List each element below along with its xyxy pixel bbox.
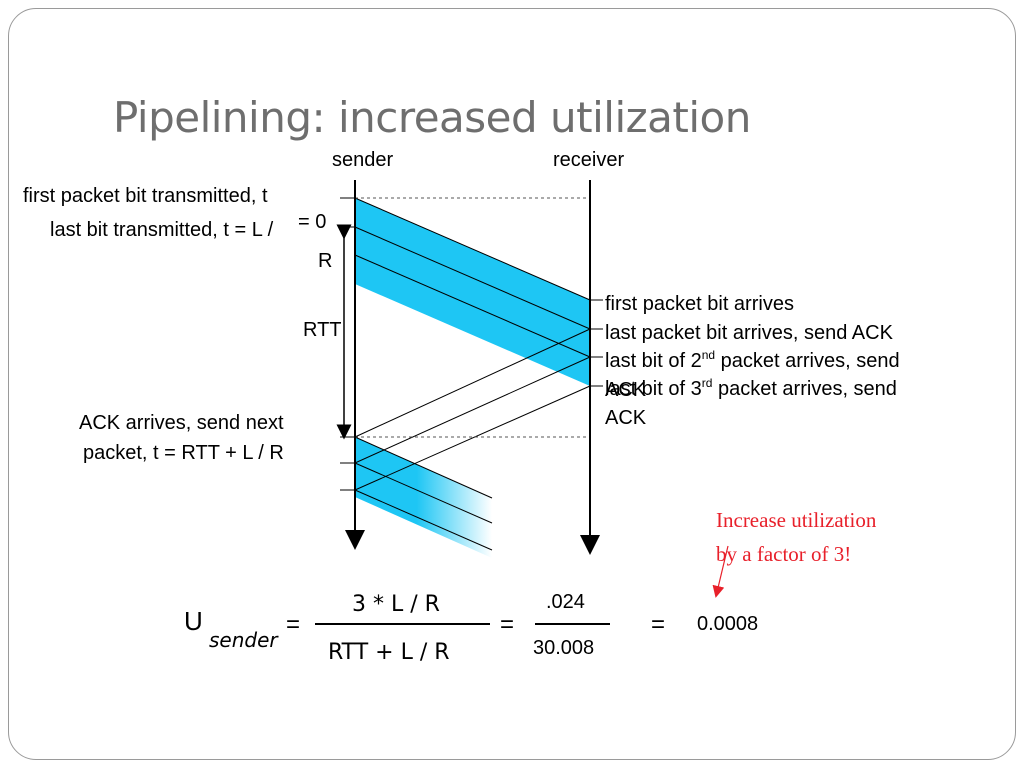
annotation-arrow — [712, 545, 729, 598]
ack-line-1 — [354, 328, 591, 438]
ack-arrives-line2: packet, t = RTT + L / R — [83, 442, 284, 464]
formula-denominator: RTT + L / R — [328, 640, 450, 665]
next-packet-divider-2 — [354, 462, 493, 524]
second-packet-label: last bit of 2nd packet arrives, send — [605, 348, 900, 372]
third-packet-label-line2: ACK — [605, 407, 647, 429]
receiver-label: receiver — [553, 149, 625, 171]
formula-equals-3: = — [651, 611, 666, 638]
next-packet-band — [355, 437, 492, 558]
formula-den-value: 30.008 — [533, 637, 595, 659]
third-packet-label: last bit of 3rd packet arrives, send — [605, 376, 897, 400]
formula-equals-2: = — [500, 611, 515, 638]
formula-equals-1: = — [286, 611, 301, 638]
rtt-label: RTT — [303, 319, 342, 341]
first-packet-sent-label: first packet bit transmitted, t — [23, 185, 268, 207]
last-bit-sent-label: last bit transmitted, t = L / — [50, 219, 274, 241]
next-packet-divider-3 — [354, 489, 493, 551]
sender-label: sender — [332, 149, 394, 171]
ack-line-2 — [354, 356, 591, 464]
next-packet-divider-1 — [354, 436, 493, 499]
formula-u: U — [184, 606, 203, 636]
formula-result: 0.0008 — [697, 613, 759, 635]
formula-numerator: 3 * L / R — [352, 592, 440, 617]
annotation-line2: by a factor of 3! — [716, 542, 852, 566]
slide-title: Pipelining: increased utilization — [113, 93, 751, 142]
slide-frame — [8, 8, 1016, 760]
last-bit-arrives-label: last packet bit arrives, send ACK — [605, 322, 893, 344]
packet-divider-3 — [354, 254, 591, 358]
formula-subscript: sender — [209, 628, 278, 652]
formula-num-value: .024 — [546, 591, 585, 613]
packet-band — [355, 198, 590, 386]
second-packet-label-line2: ACK — [605, 379, 647, 401]
ack-line-3 — [354, 385, 591, 491]
first-packet-sent-value: = 0 — [298, 211, 327, 233]
ack-arrives-line1: ACK arrives, send next — [79, 412, 284, 434]
annotation-line1: Increase utilization — [716, 508, 877, 532]
packet-divider-1 — [354, 197, 591, 301]
first-bit-arrives-label: first packet bit arrives — [605, 293, 794, 315]
last-bit-sent-denominator: R — [318, 250, 333, 272]
packet-divider-2 — [354, 226, 591, 330]
